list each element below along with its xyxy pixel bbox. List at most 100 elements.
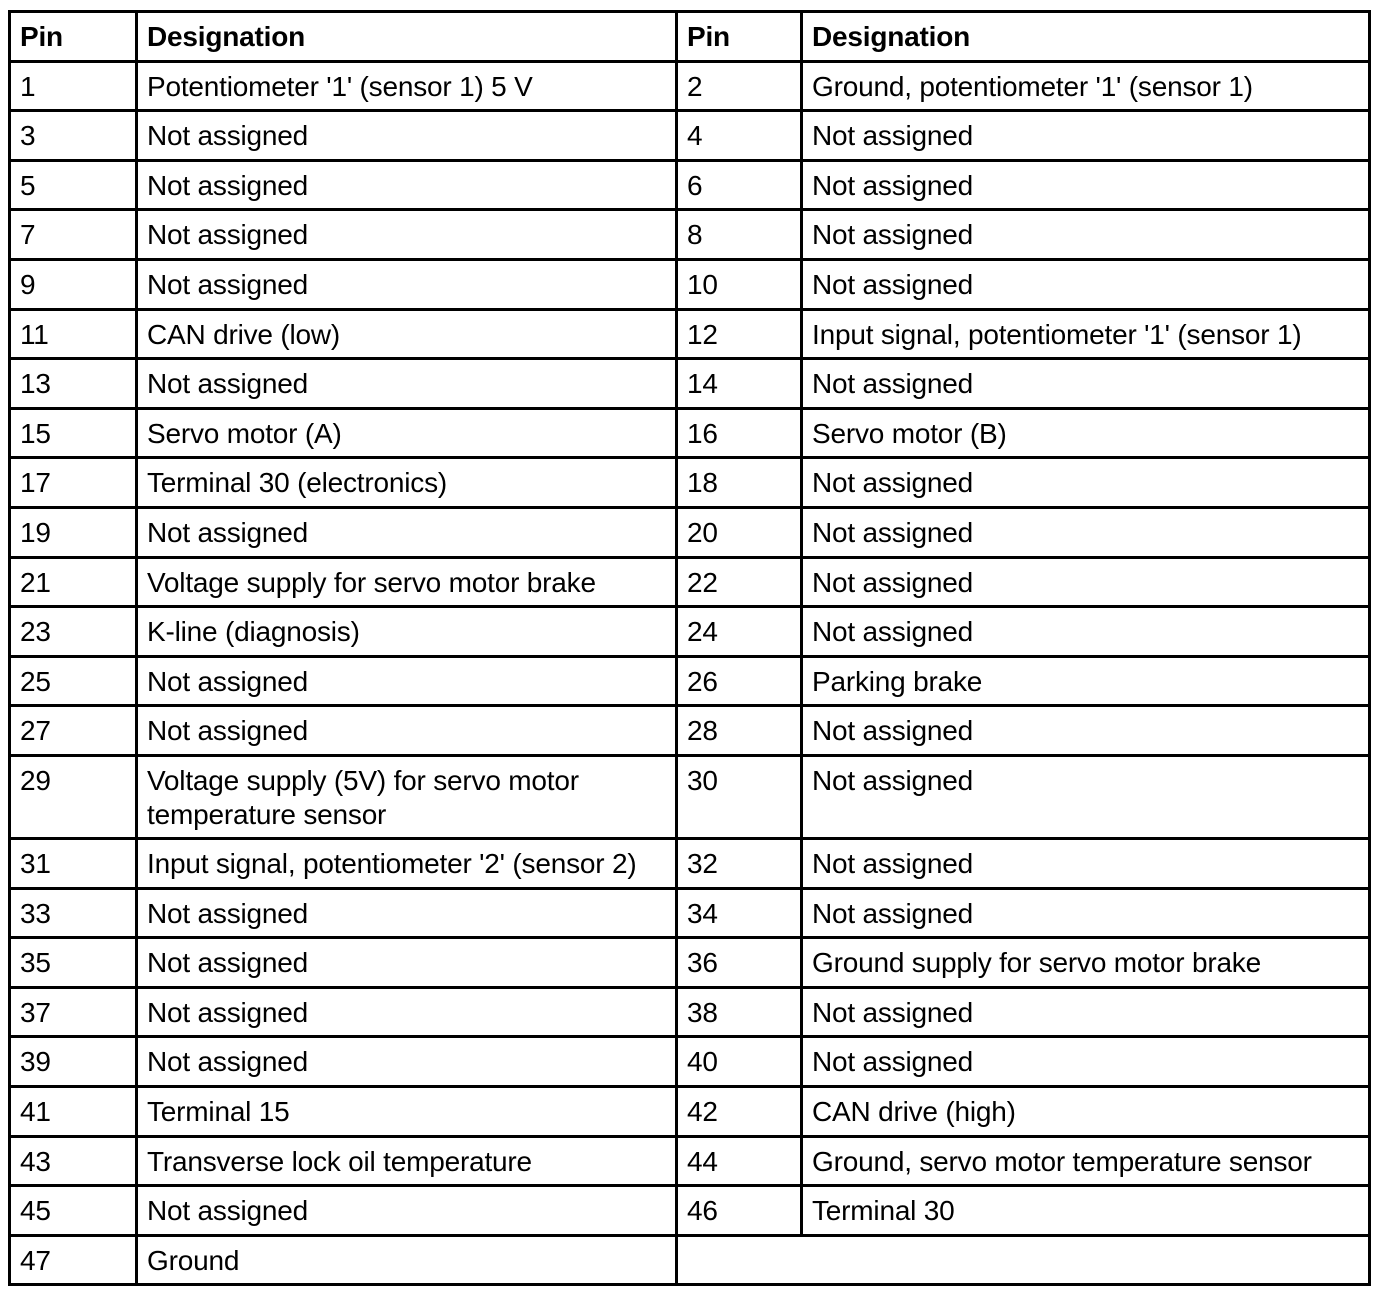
table-row: 15 Servo motor (A) 16 Servo motor (B) [8, 406, 1371, 460]
pin-cell: 24 [675, 605, 803, 658]
pin-cell: 39 [8, 1035, 138, 1089]
pin-cell: 21 [8, 555, 138, 609]
table-row: 1 Potentiometer '1' (sensor 1) 5 V 2 Gro… [8, 59, 1371, 113]
table-row: 37 Not assigned 38 Not assigned [8, 985, 1371, 1039]
pin-cell: 43 [8, 1134, 138, 1188]
designation-cell: Ground, servo motor temperature sensor [800, 1134, 1371, 1188]
designation-cell: Transverse lock oil temperature [135, 1134, 678, 1188]
pin-cell: 33 [8, 886, 138, 940]
pin-cell: 41 [8, 1085, 138, 1138]
table-row: 45 Not assigned 46 Terminal 30 [8, 1184, 1371, 1237]
pin-cell: 44 [675, 1134, 803, 1188]
designation-cell: Not assigned [135, 1184, 678, 1237]
pin-cell: 46 [675, 1184, 803, 1237]
pin-cell: 9 [8, 257, 138, 311]
designation-cell: Not assigned [800, 357, 1371, 410]
column-header-pin-left: Pin [8, 10, 138, 63]
designation-cell: Not assigned [800, 985, 1371, 1039]
pin-cell: 13 [8, 357, 138, 410]
pin-cell: 32 [675, 837, 803, 890]
designation-cell: Ground, potentiometer '1' (sensor 1) [800, 59, 1371, 113]
pin-cell: 29 [8, 753, 138, 841]
pin-cell: 18 [675, 456, 803, 509]
designation-cell: Not assigned [135, 704, 678, 757]
designation-cell: Not assigned [135, 158, 678, 212]
designation-cell: Not assigned [800, 605, 1371, 658]
table-row: 29 Voltage supply (5V) for servo motor t… [8, 753, 1371, 841]
pin-cell: 26 [675, 654, 803, 708]
header-row: Pin Designation Pin Designation [8, 10, 1371, 63]
column-header-designation-right: Designation [800, 10, 1371, 63]
table-row: 39 Not assigned 40 Not assigned [8, 1035, 1371, 1089]
pin-cell: 30 [675, 753, 803, 841]
designation-cell: Not assigned [800, 158, 1371, 212]
designation-cell: Voltage supply for servo motor brake [135, 555, 678, 609]
pin-cell: 36 [675, 936, 803, 989]
designation-cell: Not assigned [800, 886, 1371, 940]
designation-cell: Not assigned [800, 1035, 1371, 1089]
designation-cell: Not assigned [135, 208, 678, 261]
pin-cell: 11 [8, 307, 138, 361]
designation-cell: Not assigned [135, 886, 678, 940]
pin-cell: 45 [8, 1184, 138, 1237]
pin-assignment-table: Pin Designation Pin Designation 1 Potent… [8, 10, 1371, 1287]
pin-cell: 12 [675, 307, 803, 361]
designation-cell: Potentiometer '1' (sensor 1) 5 V [135, 59, 678, 113]
table-row: 3 Not assigned 4 Not assigned [8, 109, 1371, 162]
designation-cell: Not assigned [800, 555, 1371, 609]
designation-cell: Not assigned [135, 257, 678, 311]
pin-cell: 8 [675, 208, 803, 261]
designation-cell: Terminal 30 [800, 1184, 1371, 1237]
pin-cell: 15 [8, 406, 138, 460]
pin-cell: 38 [675, 985, 803, 1039]
table-row: 33 Not assigned 34 Not assigned [8, 886, 1371, 940]
pin-cell: 5 [8, 158, 138, 212]
designation-cell: Not assigned [800, 505, 1371, 559]
pin-cell: 6 [675, 158, 803, 212]
pin-cell: 23 [8, 605, 138, 658]
designation-cell: Parking brake [800, 654, 1371, 708]
pin-cell: 27 [8, 704, 138, 757]
designation-cell: CAN drive (low) [135, 307, 678, 361]
designation-cell: Not assigned [135, 936, 678, 989]
column-header-pin-right: Pin [675, 10, 803, 63]
table-row: 7 Not assigned 8 Not assigned [8, 208, 1371, 261]
pin-cell: 25 [8, 654, 138, 708]
table-row: 19 Not assigned 20 Not assigned [8, 505, 1371, 559]
designation-cell: Input signal, potentiometer '1' (sensor … [800, 307, 1371, 361]
designation-cell: Input signal, potentiometer '2' (sensor … [135, 837, 678, 890]
table-row: 41 Terminal 15 42 CAN drive (high) [8, 1085, 1371, 1138]
designation-cell: Not assigned [800, 753, 1371, 841]
pin-cell: 31 [8, 837, 138, 890]
table-row: 43 Transverse lock oil temperature 44 Gr… [8, 1134, 1371, 1188]
designation-cell: Terminal 30 (electronics) [135, 456, 678, 509]
pin-cell: 10 [675, 257, 803, 311]
table-row: 5 Not assigned 6 Not assigned [8, 158, 1371, 212]
designation-cell: Not assigned [135, 654, 678, 708]
pin-cell: 1 [8, 59, 138, 113]
pin-cell: 34 [675, 886, 803, 940]
empty-cell [675, 1233, 1371, 1287]
table-row: 31 Input signal, potentiometer '2' (sens… [8, 837, 1371, 890]
pin-cell: 19 [8, 505, 138, 559]
designation-cell: Servo motor (A) [135, 406, 678, 460]
table-row: 47 Ground [8, 1233, 1371, 1287]
designation-cell: Not assigned [800, 208, 1371, 261]
designation-cell: Not assigned [135, 357, 678, 410]
table-row: 23 K-line (diagnosis) 24 Not assigned [8, 605, 1371, 658]
pin-cell: 14 [675, 357, 803, 410]
table-row: 13 Not assigned 14 Not assigned [8, 357, 1371, 410]
designation-cell: Voltage supply (5V) for servo motor temp… [135, 753, 678, 841]
designation-cell: Not assigned [135, 505, 678, 559]
designation-cell: Ground [135, 1233, 678, 1287]
pin-cell: 40 [675, 1035, 803, 1089]
pin-cell: 22 [675, 555, 803, 609]
pin-cell: 47 [8, 1233, 138, 1287]
pin-cell: 42 [675, 1085, 803, 1138]
designation-cell: Not assigned [800, 837, 1371, 890]
table-row: 27 Not assigned 28 Not assigned [8, 704, 1371, 757]
designation-cell: Ground supply for servo motor brake [800, 936, 1371, 989]
designation-cell: Not assigned [800, 109, 1371, 162]
pin-cell: 37 [8, 985, 138, 1039]
